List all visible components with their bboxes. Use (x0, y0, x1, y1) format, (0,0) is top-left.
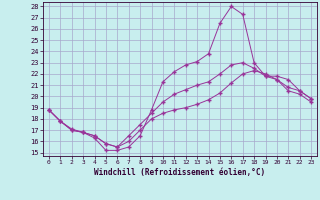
X-axis label: Windchill (Refroidissement éolien,°C): Windchill (Refroidissement éolien,°C) (94, 168, 266, 177)
